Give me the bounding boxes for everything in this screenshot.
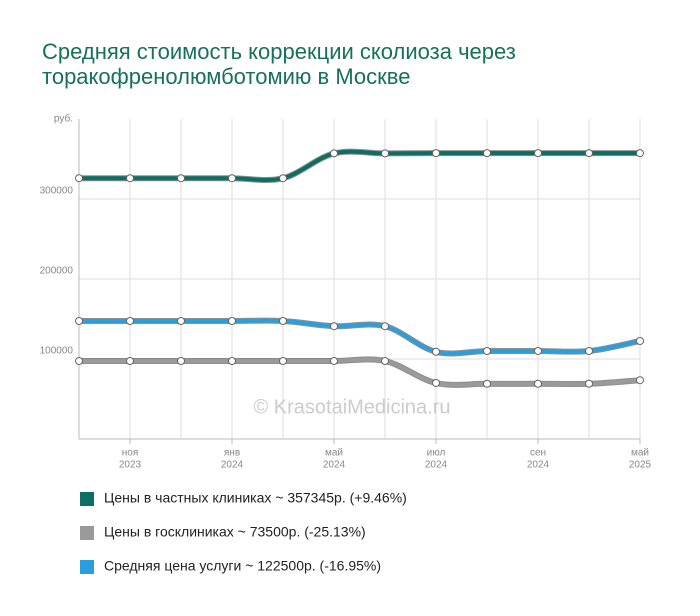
point: [483, 347, 491, 355]
line-outline: [79, 356, 641, 388]
chart-title: Средняя стоимость коррекции сколиоза чер…: [42, 39, 516, 64]
x-tick-year: 2024: [323, 460, 346, 471]
point: [177, 174, 185, 183]
point: [381, 149, 389, 158]
point: [534, 149, 542, 158]
point: [279, 357, 287, 365]
y-tick-label: 100000: [40, 346, 74, 357]
point: [534, 379, 542, 388]
point: [126, 317, 134, 325]
point: [75, 174, 83, 183]
legend-swatch: [80, 492, 94, 506]
point: [177, 317, 185, 325]
x-tick-year: 2023: [119, 460, 142, 471]
point: [228, 317, 236, 325]
point: [381, 357, 389, 365]
point: [483, 379, 491, 388]
point: [432, 379, 440, 387]
line: [79, 357, 641, 387]
point: [381, 322, 389, 331]
y-tick-label: 300000: [40, 186, 74, 197]
x-tick-label: май: [631, 448, 649, 459]
legend-label: Средняя цена услуги ~ 122500р. (-16.95%): [104, 558, 381, 574]
point: [330, 357, 338, 365]
point: [636, 149, 644, 158]
point: [279, 174, 287, 183]
legend-label: Цены в частных клиниках ~ 357345р. (+9.4…: [104, 490, 407, 506]
point: [126, 174, 134, 183]
point: [279, 317, 287, 325]
y-tick-label: 200000: [40, 266, 74, 277]
point: [228, 357, 236, 365]
x-tick-label: ноя: [122, 448, 139, 459]
x-tick-label: сен: [530, 448, 546, 459]
point: [636, 337, 644, 345]
watermark: © KrasotaiMedicina.ru: [253, 396, 450, 418]
point: [534, 347, 542, 355]
point: [330, 322, 338, 331]
point: [126, 357, 134, 365]
line-outline: [79, 148, 640, 184]
legend-label: Цены в госклиниках ~ 73500р. (-25.13%): [104, 524, 366, 540]
x-tick-label: июл: [427, 448, 446, 459]
point: [75, 317, 83, 325]
point: [585, 347, 593, 355]
x-tick-label: янв: [224, 448, 240, 459]
point: [177, 357, 185, 365]
legend-swatch: [80, 560, 94, 574]
point: [483, 149, 491, 158]
x-tick-year: 2025: [629, 460, 652, 471]
legend-swatch: [80, 526, 94, 540]
point: [636, 376, 644, 385]
x-tick-year: 2024: [221, 460, 244, 471]
point: [75, 357, 83, 365]
chart-title: торакофренолюмботомию в Москве: [42, 64, 410, 89]
point: [228, 174, 236, 183]
point: [330, 149, 338, 158]
y-unit: руб.: [54, 113, 73, 125]
line: [79, 318, 641, 356]
point: [432, 149, 440, 158]
point: [585, 379, 593, 388]
x-tick-label: май: [325, 448, 343, 459]
point: [585, 149, 593, 158]
x-tick-year: 2024: [425, 460, 448, 471]
x-tick-year: 2024: [527, 460, 550, 471]
point: [432, 347, 440, 356]
line: [79, 149, 640, 183]
